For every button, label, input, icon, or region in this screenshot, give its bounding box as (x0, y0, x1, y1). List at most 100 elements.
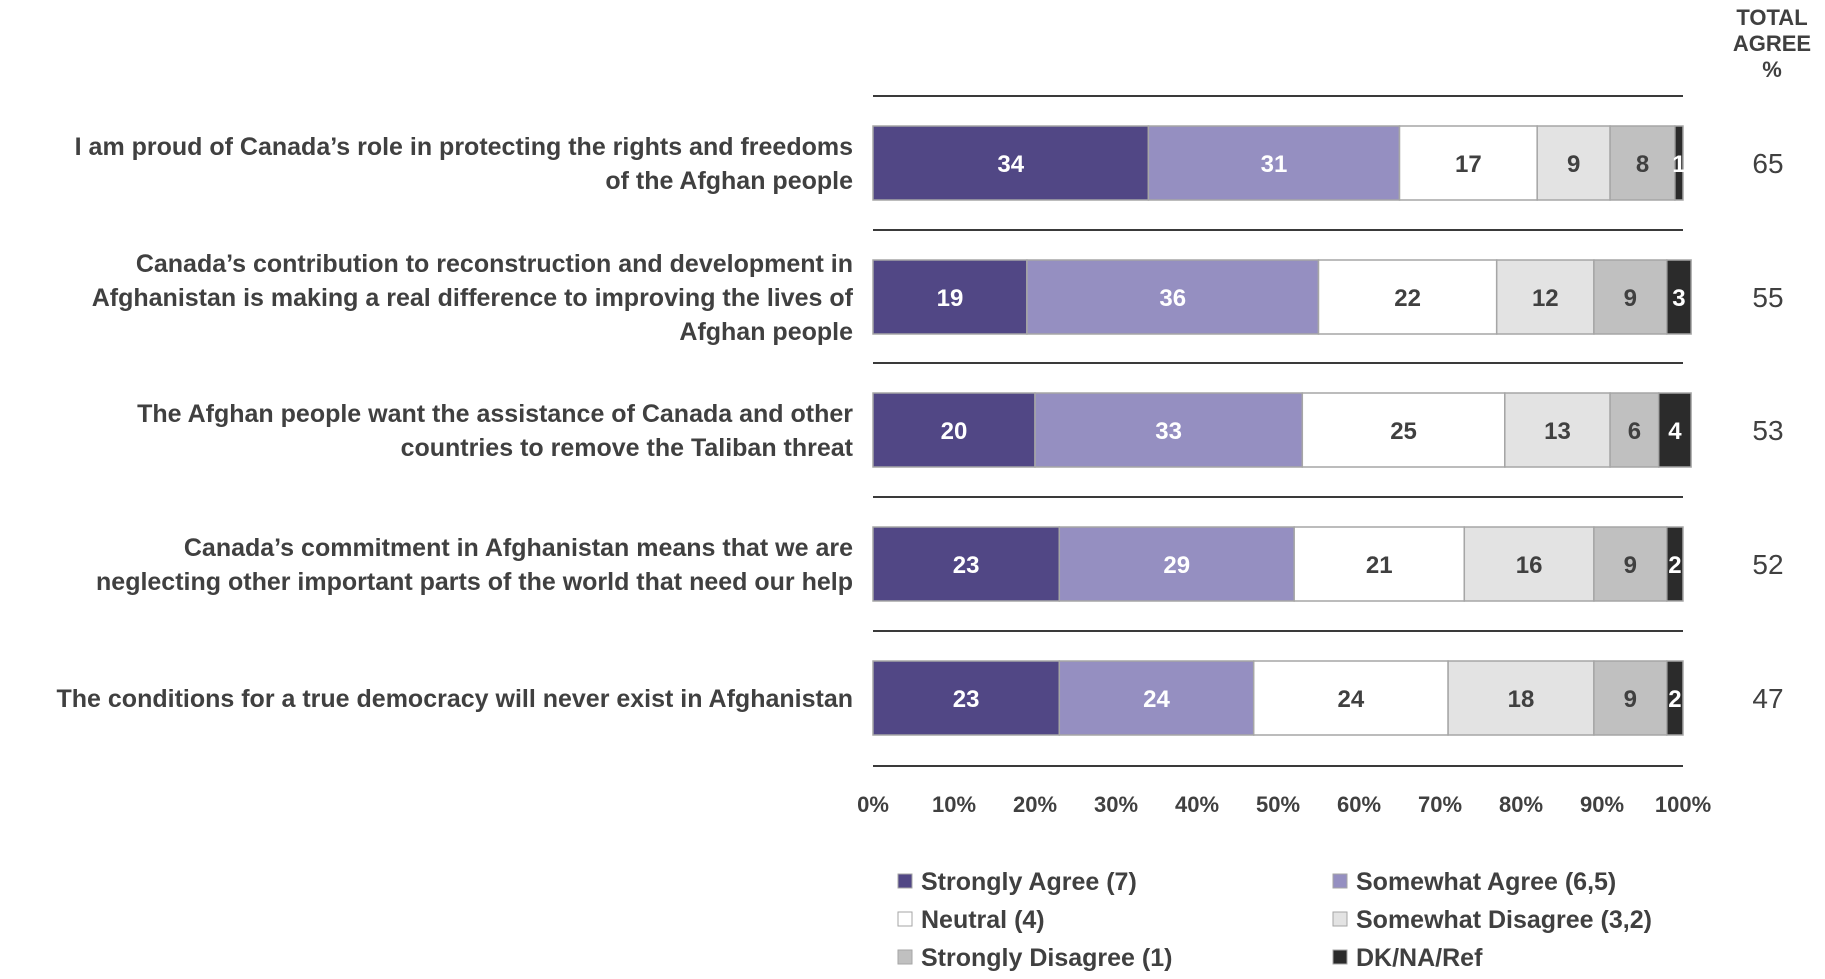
total-agree-value: 52 (1752, 549, 1783, 580)
bar-segment (1301, 392, 1506, 468)
bar-segment (1593, 259, 1668, 335)
x-tick-label: 30% (1094, 792, 1138, 817)
legend-label: DK/NA/Ref (1356, 944, 1483, 972)
bar-segment (1317, 259, 1498, 335)
x-tick-label: 40% (1175, 792, 1219, 817)
row-separators (873, 95, 1683, 767)
x-tick-label: 100% (1655, 792, 1711, 817)
bar-segment-value-label: 29 (1163, 552, 1190, 579)
bar-segment-value-label: 3 (1672, 285, 1685, 312)
category-label: Afghanistan is making a real difference … (92, 284, 854, 312)
legend-swatch (897, 873, 913, 889)
bar-segment (1536, 125, 1611, 201)
x-tick-label: 90% (1580, 792, 1624, 817)
legend: Strongly Agree (7) Somewhat Agree (6,5) Ne… (897, 868, 1652, 972)
legend-label: Neutral (4) (921, 906, 1045, 934)
bar-segment-value-label: 9 (1567, 151, 1580, 178)
bar-segment-value-label: 18 (1508, 686, 1535, 713)
legend-swatch (897, 949, 913, 965)
x-tick-label: 0% (857, 792, 889, 817)
total-agree-value: 47 (1752, 683, 1783, 714)
bar-segment (1657, 392, 1692, 468)
bar-segment (1609, 392, 1660, 468)
bar-segment-value-label: 23 (953, 686, 980, 713)
legend-swatch (1332, 873, 1348, 889)
category-label: The conditions for a true democracy will… (57, 685, 853, 713)
bar-segment (1034, 392, 1304, 468)
bar-segment-value-label: 24 (1143, 686, 1170, 713)
total-agree-header-line: TOTAL (1736, 5, 1807, 30)
bar-segment-value-label: 36 (1159, 285, 1186, 312)
bar-segment-value-label: 8 (1636, 151, 1649, 178)
legend-label: Strongly Disagree (1) (921, 944, 1172, 972)
total-agree-value: 65 (1752, 148, 1783, 179)
bar-segment-value-label: 9 (1624, 686, 1637, 713)
category-label: Canada’s commitment in Afghanistan means… (184, 534, 853, 562)
bar-segment-value-label: 2 (1668, 686, 1681, 713)
x-tick-label: 70% (1418, 792, 1462, 817)
bar-segment-value-label: 2 (1668, 552, 1681, 579)
legend-swatch (897, 911, 913, 927)
total-agree-header-line: % (1762, 57, 1782, 82)
bar-segment-value-label: 6 (1628, 418, 1641, 445)
x-tick-label: 60% (1337, 792, 1381, 817)
bar-segment (1593, 526, 1668, 602)
bar-segment-value-label: 25 (1390, 418, 1417, 445)
category-label: of the Afghan people (605, 167, 853, 195)
bar-segment (1666, 526, 1684, 602)
total-agree-values: 65 55 53 52 47 (1752, 148, 1783, 714)
category-label: The Afghan people want the assistance of… (137, 400, 853, 428)
bar-segment (1504, 392, 1611, 468)
category-label: I am proud of Canada’s role in protectin… (75, 133, 853, 161)
bar-segment (872, 125, 1150, 201)
bar-segment-value-label: 23 (953, 552, 980, 579)
bar-segment-value-label: 24 (1338, 686, 1365, 713)
total-agree-header-line: AGREE (1733, 31, 1811, 56)
bar-segment-value-label: 22 (1394, 285, 1421, 312)
bar-segment (872, 392, 1036, 468)
category-label: neglecting other important parts of the … (96, 568, 853, 596)
bar-segment (1058, 660, 1255, 736)
x-tick-label: 50% (1256, 792, 1300, 817)
bar-segment (1674, 125, 1684, 201)
x-tick-label: 10% (932, 792, 976, 817)
bar-segment-value-label: 12 (1532, 285, 1559, 312)
total-agree-value: 55 (1752, 282, 1783, 313)
bar-segment-value-label: 4 (1668, 418, 1682, 445)
bar-segment-value-label: 21 (1366, 552, 1393, 579)
bar-segment (1666, 259, 1692, 335)
bar-segment (1609, 125, 1676, 201)
category-label: Afghan people (679, 318, 853, 346)
bar-segment (1252, 660, 1449, 736)
bar-segment (1666, 660, 1684, 736)
bar-segment (1463, 526, 1595, 602)
bar-segment (1026, 259, 1320, 335)
category-labels: I am proud of Canada’s role in protectin… (57, 133, 854, 713)
bar-segment-value-label: 20 (941, 418, 968, 445)
bar-segment-value-label: 1 (1672, 151, 1685, 178)
legend-label: Somewhat Disagree (3,2) (1356, 906, 1652, 934)
bar-segment (872, 259, 1028, 335)
bar-segment-value-label: 13 (1544, 418, 1571, 445)
bar-segment-value-label: 9 (1624, 285, 1637, 312)
bar-segment-value-label: 17 (1455, 151, 1482, 178)
bar-segment-value-label: 16 (1516, 552, 1543, 579)
bar-segment (1058, 526, 1295, 602)
bar-segment (872, 526, 1061, 602)
legend-label: Somewhat Agree (6,5) (1356, 868, 1616, 896)
x-tick-label: 80% (1499, 792, 1543, 817)
legend-label: Strongly Agree (7) (921, 868, 1137, 896)
x-axis: 0% 10% 20% 30% 40% 50% 60% 70% 80% 90% 100% (857, 792, 1711, 817)
category-label: Canada’s contribution to reconstruction … (136, 250, 853, 278)
legend-swatch (1332, 911, 1348, 927)
bar-segment-value-label: 19 (937, 285, 964, 312)
legend-swatch (1332, 949, 1348, 965)
x-tick-label: 20% (1013, 792, 1057, 817)
bar-segment-value-label: 33 (1155, 418, 1182, 445)
total-agree-value: 53 (1752, 415, 1783, 446)
bars: 34 31 17 9 8 119 36 22 12 9 320 33 25 13 6 423 29 21 16 9 22… (872, 125, 1692, 736)
category-label: countries to remove the Taliban threat (401, 434, 854, 462)
bar-segment-value-label: 34 (997, 151, 1024, 178)
